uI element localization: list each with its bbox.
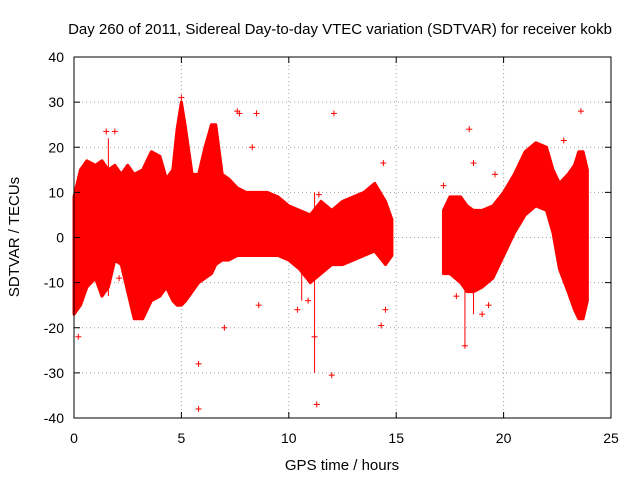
data-point <box>249 144 256 151</box>
x-tick-label: 15 <box>388 430 404 446</box>
data-band-17-24h <box>441 141 589 321</box>
data-point <box>461 342 468 349</box>
data-point <box>311 333 318 340</box>
data-point <box>380 160 387 167</box>
y-tick-label: 0 <box>56 230 64 246</box>
x-tick-label: 0 <box>70 430 78 446</box>
x-axis-label: GPS time / hours <box>285 457 399 474</box>
data-point <box>236 110 243 117</box>
data-point <box>378 322 385 329</box>
data-point <box>315 191 322 198</box>
data-point <box>195 360 202 367</box>
data-point <box>75 333 82 340</box>
axis-ticks: 0 5 10 15 20 25 -40 -30 -20 -10 0 10 20 30 40 <box>44 49 619 446</box>
data-point <box>382 306 389 313</box>
data-point <box>466 126 473 133</box>
data-point <box>305 297 312 304</box>
y-axis-label: SDTVAR / TECUs <box>6 177 23 297</box>
y-tick-label: 10 <box>48 184 64 200</box>
data-point <box>195 405 202 412</box>
y-tick-label: 30 <box>48 94 64 110</box>
data-point <box>253 110 260 117</box>
data-point <box>560 137 567 144</box>
data-point <box>492 171 499 178</box>
x-tick-label: 20 <box>496 430 512 446</box>
y-tick-label: -10 <box>44 275 64 291</box>
data-point <box>479 311 486 318</box>
data-point <box>577 108 584 115</box>
x-tick-label: 25 <box>603 430 619 446</box>
data-point <box>178 94 185 101</box>
data-band-0-15h <box>72 100 394 321</box>
data-point <box>221 324 228 331</box>
data-point <box>440 182 447 189</box>
y-tick-label: 40 <box>48 49 64 65</box>
data-point <box>116 275 123 282</box>
data-point <box>255 302 262 309</box>
data-point <box>328 372 335 379</box>
y-tick-label: 20 <box>48 139 64 155</box>
y-tick-label: -40 <box>44 410 64 426</box>
y-tick-label: -20 <box>44 320 64 336</box>
x-tick-label: 10 <box>281 430 297 446</box>
data-point <box>470 160 477 167</box>
data-point <box>567 257 574 264</box>
data-point <box>313 401 320 408</box>
data-point <box>453 293 460 300</box>
y-tick-label: -30 <box>44 365 64 381</box>
data-point <box>330 110 337 117</box>
data-point <box>103 128 110 135</box>
data-point <box>105 279 112 286</box>
x-tick-label: 5 <box>178 430 186 446</box>
data-point <box>111 128 118 135</box>
chart-title: Day 260 of 2011, Sidereal Day-to-day VTE… <box>68 21 612 38</box>
data-series <box>72 94 589 412</box>
data-point <box>485 302 492 309</box>
data-point <box>294 306 301 313</box>
